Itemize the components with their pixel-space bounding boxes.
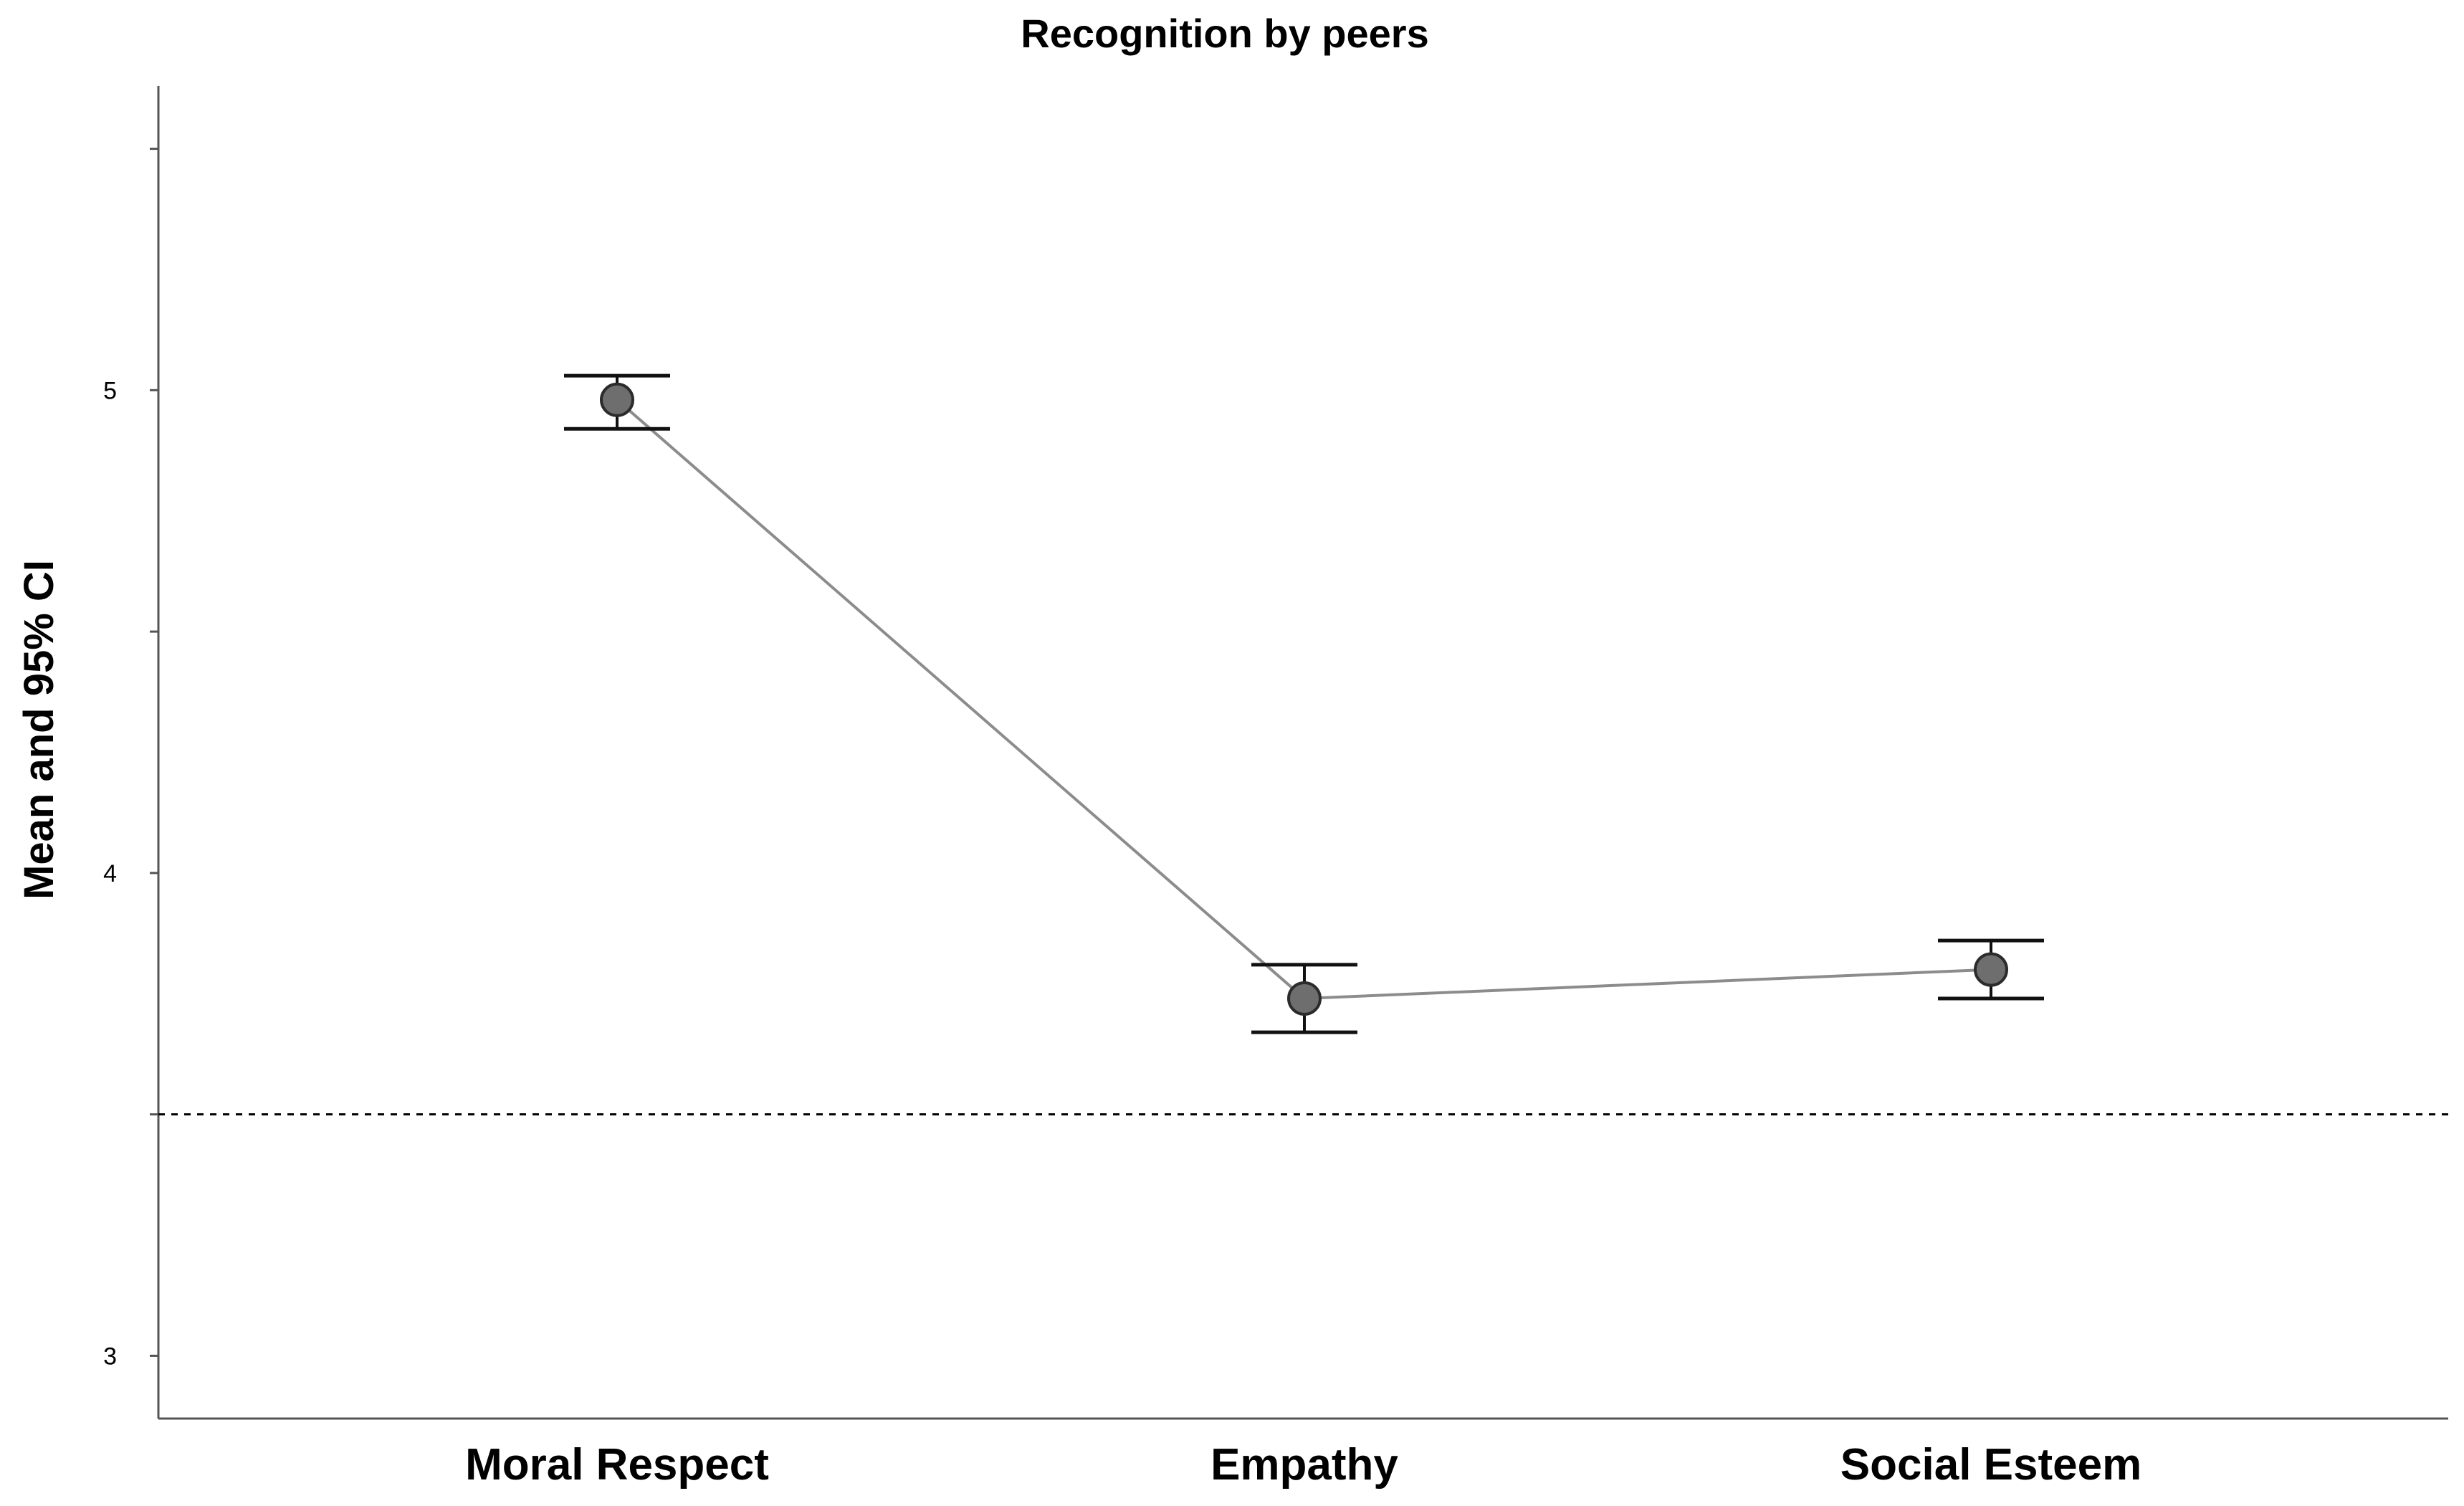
y-axis-label: Mean and 95% CI — [16, 560, 62, 900]
x-category-label: Moral Respect — [465, 1440, 769, 1490]
series-line — [616, 399, 1992, 1001]
y-tick-label: 4 — [103, 860, 117, 887]
data-point — [600, 382, 634, 417]
y-tick-label: 5 — [103, 377, 117, 404]
data-point — [1287, 981, 1322, 1016]
x-category-label: Social Esteem — [1840, 1440, 2141, 1490]
plot-area: 3 4 5 Moral Respect Empathy Social Esteem — [103, 86, 2448, 1490]
y-tick-label: 3 — [103, 1343, 117, 1370]
data-point — [1974, 952, 2008, 987]
x-category-label: Empathy — [1210, 1440, 1398, 1490]
chart-title: Recognition by peers — [1021, 11, 1428, 56]
